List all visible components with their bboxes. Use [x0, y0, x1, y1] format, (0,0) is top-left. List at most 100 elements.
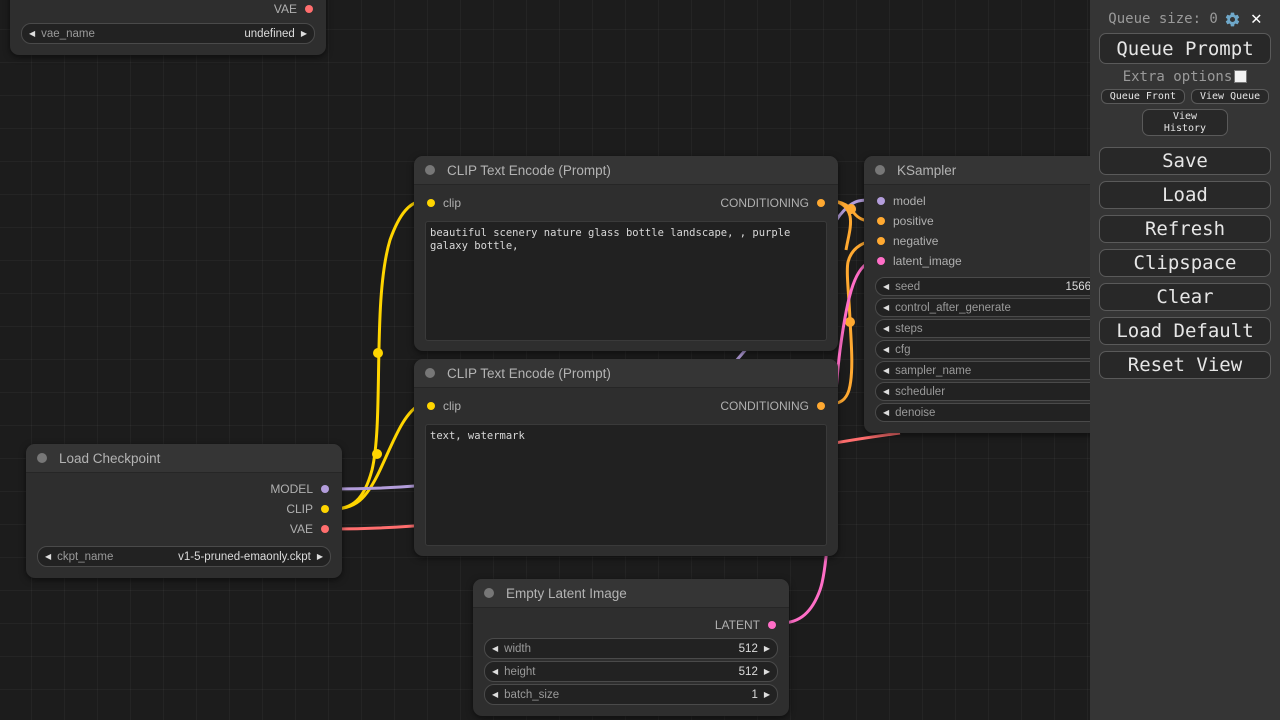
widget-width[interactable]: ◀ width 512 ▶ [484, 638, 778, 659]
clip-output-dot[interactable] [321, 505, 329, 513]
widget-ckpt-name[interactable]: ◀ ckpt_name v1-5-pruned-emaonly.ckpt ▶ [37, 546, 331, 567]
output-slot-conditioning[interactable]: CONDITIONING [720, 399, 825, 413]
chevron-right-icon[interactable]: ▶ [763, 689, 770, 699]
close-icon[interactable]: ✕ [1250, 8, 1262, 29]
widget-height[interactable]: ◀ height 512 ▶ [484, 661, 778, 682]
chevron-left-icon[interactable]: ◀ [883, 407, 890, 417]
input-slot-positive[interactable]: positive [877, 214, 934, 228]
chevron-left-icon[interactable]: ◀ [492, 666, 499, 676]
chevron-left-icon[interactable]: ◀ [883, 323, 890, 333]
view-queue-button[interactable]: View Queue [1191, 89, 1270, 104]
latent-input-dot[interactable] [877, 257, 885, 265]
chevron-left-icon[interactable]: ◀ [45, 551, 52, 561]
output-slot-vae[interactable]: VAE [290, 522, 329, 536]
node-header[interactable]: CLIP Text Encode (Prompt) [414, 359, 838, 388]
node-header[interactable]: Load Checkpoint [26, 444, 342, 473]
chevron-right-icon[interactable]: ▶ [763, 643, 770, 653]
input-slot-clip[interactable]: clip [427, 399, 461, 413]
graph-canvas[interactable]: VAE ◀ vae_name undefined ▶ [0, 0, 1090, 720]
widget-cfg[interactable]: ◀ cfg [875, 340, 1090, 359]
node-collapse-dot[interactable] [425, 368, 435, 378]
input-slot-latent-image[interactable]: latent_image [877, 254, 962, 268]
widget-steps[interactable]: ◀ steps [875, 319, 1090, 338]
widget-batch-size[interactable]: ◀ batch_size 1 ▶ [484, 684, 778, 705]
prompt-textarea[interactable]: text, watermark [425, 424, 827, 546]
input-slot-model[interactable]: model [877, 194, 926, 208]
node-ksampler[interactable]: KSampler model positive [864, 156, 1090, 433]
vae-output-dot[interactable] [305, 5, 313, 13]
node-collapse-dot[interactable] [37, 453, 47, 463]
chevron-left-icon[interactable]: ◀ [883, 281, 890, 291]
load-default-button[interactable]: Load Default [1099, 317, 1271, 345]
chevron-left-icon[interactable]: ◀ [883, 365, 890, 375]
chevron-right-icon[interactable]: ▶ [300, 28, 307, 38]
clip-input-dot[interactable] [427, 199, 435, 207]
widget-denoise[interactable]: ◀ denoise [875, 403, 1090, 422]
node-load-checkpoint[interactable]: Load Checkpoint MODEL CLIP [26, 444, 342, 578]
refresh-button[interactable]: Refresh [1099, 215, 1271, 243]
model-input-dot[interactable] [877, 197, 885, 205]
widget-vae-name[interactable]: ◀ vae_name undefined ▶ [21, 23, 315, 44]
widget-left-group: ◀ steps [883, 323, 923, 335]
node-header[interactable]: KSampler [864, 156, 1090, 185]
output-slot-row: VAE [26, 519, 342, 539]
chevron-left-icon[interactable]: ◀ [492, 643, 499, 653]
extra-options-checkbox[interactable] [1234, 70, 1248, 83]
widget-left-group: ◀ vae_name [29, 28, 95, 40]
output-slot-latent[interactable]: LATENT [715, 618, 776, 632]
queue-front-button[interactable]: Queue Front [1100, 89, 1185, 104]
negative-input-dot[interactable] [877, 237, 885, 245]
node-collapse-dot[interactable] [875, 165, 885, 175]
chevron-left-icon[interactable]: ◀ [883, 386, 890, 396]
output-slot-model[interactable]: MODEL [270, 482, 329, 496]
node-collapse-dot[interactable] [484, 588, 494, 598]
latent-output-dot[interactable] [768, 621, 776, 629]
queue-prompt-button[interactable]: Queue Prompt [1099, 33, 1271, 64]
save-button[interactable]: Save [1099, 147, 1271, 175]
clipspace-button[interactable]: Clipspace [1099, 249, 1271, 277]
node-clip-text-encode-positive[interactable]: CLIP Text Encode (Prompt) clip CONDITION… [414, 156, 838, 351]
conditioning-output-dot[interactable] [817, 199, 825, 207]
node-empty-latent-image[interactable]: Empty Latent Image LATENT ◀ width 512 [473, 579, 789, 716]
output-slot-vae[interactable]: VAE [274, 2, 313, 16]
widget-left-group: ◀ sampler_name [883, 365, 971, 377]
node-collapse-dot[interactable] [425, 165, 435, 175]
conditioning-output-dot[interactable] [817, 402, 825, 410]
extra-options-row: Extra options [1099, 64, 1271, 89]
widget-seed[interactable]: ◀ seed 156680208 [875, 277, 1090, 296]
widget-scheduler[interactable]: ◀ scheduler [875, 382, 1090, 401]
chevron-right-icon[interactable]: ▶ [763, 666, 770, 676]
node-vae-loader[interactable]: VAE ◀ vae_name undefined ▶ [10, 0, 326, 55]
node-header[interactable]: CLIP Text Encode (Prompt) [414, 156, 838, 185]
node-clip-text-encode-negative[interactable]: CLIP Text Encode (Prompt) clip CONDITION… [414, 359, 838, 556]
chevron-left-icon[interactable]: ◀ [883, 302, 890, 312]
output-slot-clip[interactable]: CLIP [286, 502, 329, 516]
gear-icon[interactable] [1224, 11, 1241, 28]
view-history-button[interactable]: View History [1142, 109, 1228, 136]
main-action-buttons: Save Load Refresh Clipspace Clear Load D… [1099, 147, 1271, 379]
node-header[interactable]: Empty Latent Image [473, 579, 789, 608]
output-slot-row: CLIP [26, 499, 342, 519]
clip-input-dot[interactable] [427, 402, 435, 410]
load-button[interactable]: Load [1099, 181, 1271, 209]
clear-button[interactable]: Clear [1099, 283, 1271, 311]
widget-label: seed [895, 280, 921, 293]
output-slot-conditioning[interactable]: CONDITIONING [720, 196, 825, 210]
input-slot-clip[interactable]: clip [427, 196, 461, 210]
input-slot-negative[interactable]: negative [877, 234, 938, 248]
input-slot-label: latent_image [893, 254, 962, 268]
chevron-right-icon[interactable]: ▶ [316, 551, 323, 561]
vae-output-dot[interactable] [321, 525, 329, 533]
chevron-left-icon[interactable]: ◀ [29, 28, 36, 38]
model-output-dot[interactable] [321, 485, 329, 493]
widget-value: 1 [751, 688, 758, 701]
positive-input-dot[interactable] [877, 217, 885, 225]
chevron-left-icon[interactable]: ◀ [492, 689, 499, 699]
widget-left-group: ◀ batch_size [492, 689, 559, 701]
widget-sampler-name[interactable]: ◀ sampler_name [875, 361, 1090, 380]
reset-view-button[interactable]: Reset View [1099, 351, 1271, 379]
chevron-left-icon[interactable]: ◀ [883, 344, 890, 354]
widget-control-after-generate[interactable]: ◀ control_after_generate ran [875, 298, 1090, 317]
prompt-textarea[interactable]: beautiful scenery nature glass bottle la… [425, 221, 827, 341]
menu-panel: Queue size: 0 ✕ Queue Prompt Extra optio… [1090, 0, 1280, 720]
